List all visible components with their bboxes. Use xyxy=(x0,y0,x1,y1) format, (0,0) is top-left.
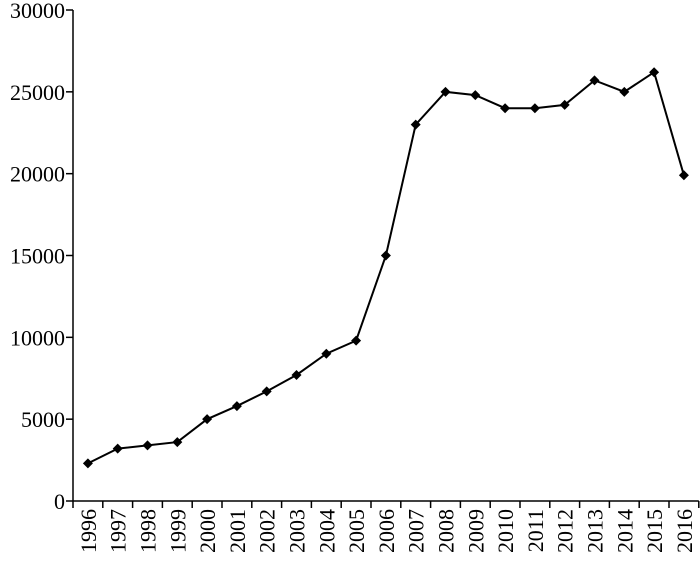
x-tick-label: 2013 xyxy=(583,509,608,553)
marker xyxy=(231,401,242,412)
marker xyxy=(470,90,481,101)
x-tick-label: 2000 xyxy=(195,509,220,553)
marker xyxy=(440,86,451,97)
marker xyxy=(202,414,213,425)
x-tick-label: 2010 xyxy=(493,509,518,553)
line xyxy=(87,70,685,465)
y-tick-label: 5000 xyxy=(21,407,65,432)
marker xyxy=(649,67,660,78)
marker xyxy=(678,170,689,181)
marker xyxy=(112,443,123,454)
x-tick-label: 2009 xyxy=(463,509,488,553)
y-tick-label: 25000 xyxy=(10,80,65,105)
y-tick-label: 10000 xyxy=(10,325,65,350)
marker xyxy=(619,86,630,97)
marker xyxy=(321,348,332,359)
y-tick-label: 0 xyxy=(54,489,65,514)
x-tick-label: 2008 xyxy=(434,509,459,553)
marker xyxy=(500,103,511,114)
x-tick-label: 1996 xyxy=(76,509,101,553)
x-tick-label: 2011 xyxy=(523,509,548,552)
marker xyxy=(351,335,362,346)
marker xyxy=(172,437,183,448)
x-tick-label: 2002 xyxy=(255,509,280,553)
marker xyxy=(261,386,272,397)
x-tick-label: 1999 xyxy=(165,509,190,553)
x-tick-label: 1997 xyxy=(106,509,131,553)
x-tick-label: 2014 xyxy=(612,509,637,553)
x-tick-label: 2003 xyxy=(285,509,310,553)
x-tick-label: 2001 xyxy=(225,509,250,553)
marker xyxy=(142,440,153,451)
x-tick-label: 2006 xyxy=(374,509,399,553)
x-tick-label: 2016 xyxy=(672,509,697,553)
marker xyxy=(380,250,391,261)
marker xyxy=(82,458,93,469)
marker xyxy=(291,369,302,380)
marker xyxy=(589,75,600,86)
x-tick-label: 2007 xyxy=(404,509,429,553)
y-tick-label: 15000 xyxy=(10,244,65,269)
y-tick-label: 20000 xyxy=(10,162,65,187)
marker xyxy=(410,119,421,130)
marker xyxy=(529,103,540,114)
x-tick-label: 2015 xyxy=(642,509,667,553)
marker xyxy=(559,99,570,110)
y-tick-label: 30000 xyxy=(10,0,65,23)
x-tick-label: 2004 xyxy=(314,509,339,553)
x-tick-label: 2012 xyxy=(553,509,578,553)
x-tick-label: 2005 xyxy=(344,509,369,553)
x-tick-label: 1998 xyxy=(136,509,161,553)
